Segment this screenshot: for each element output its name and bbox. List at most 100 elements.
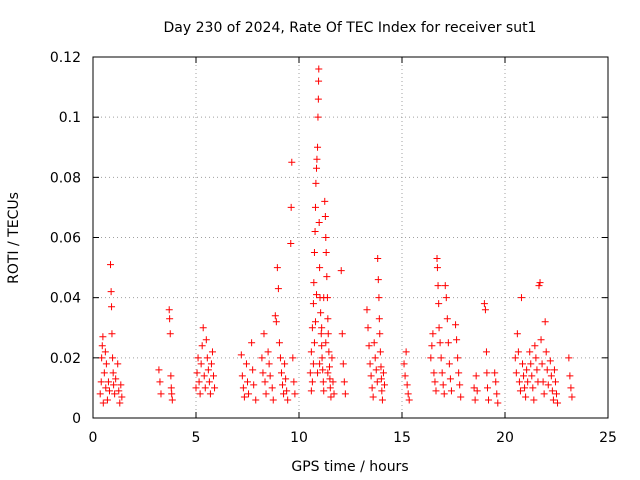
data-point <box>435 324 443 332</box>
data-point <box>523 366 531 374</box>
data-point <box>324 369 332 377</box>
y-axis-title: ROTI / TECUs <box>6 192 22 284</box>
data-point <box>315 218 323 226</box>
data-point <box>430 369 438 377</box>
data-point <box>321 197 329 205</box>
data-point <box>537 336 545 344</box>
data-point <box>261 378 269 386</box>
data-point <box>311 227 319 235</box>
data-point <box>315 77 323 85</box>
data-point <box>211 384 219 392</box>
data-point <box>432 387 440 395</box>
data-point <box>375 294 383 302</box>
data-point <box>313 155 321 163</box>
data-point <box>491 369 499 377</box>
data-point <box>276 354 284 362</box>
data-point <box>325 348 333 356</box>
data-point <box>322 234 330 241</box>
data-point <box>166 315 174 323</box>
data-point <box>470 384 478 392</box>
data-point <box>533 366 541 374</box>
data-point <box>329 378 337 386</box>
data-point <box>252 396 260 404</box>
data-point <box>260 330 268 338</box>
data-point <box>314 143 322 151</box>
data-point <box>316 360 324 368</box>
y-tick-label: 0.08 <box>50 170 81 186</box>
x-axis-ticks: 0 5 10 15 20 25 <box>89 57 617 446</box>
data-point <box>107 261 115 269</box>
data-point <box>98 354 106 362</box>
data-point <box>435 300 443 308</box>
data-point <box>521 384 529 392</box>
data-point <box>315 65 323 73</box>
data-point <box>166 330 174 338</box>
data-point <box>550 366 558 374</box>
data-point <box>551 378 559 386</box>
data-point <box>307 348 315 356</box>
data-point <box>378 396 386 404</box>
data-point <box>428 342 436 350</box>
data-point <box>483 384 491 392</box>
data-point <box>310 279 318 287</box>
data-point <box>156 378 164 386</box>
data-point <box>313 291 321 299</box>
data-point <box>198 342 206 350</box>
data-point <box>402 348 410 356</box>
data-point <box>317 330 325 338</box>
data-point <box>366 360 374 368</box>
data-point <box>250 381 258 389</box>
data-point <box>259 369 267 377</box>
data-point <box>208 348 216 356</box>
data-point <box>277 369 285 377</box>
data-point <box>377 375 385 383</box>
data-point <box>102 384 110 392</box>
data-point <box>327 393 335 401</box>
data-point <box>318 354 326 362</box>
data-point <box>567 384 575 392</box>
data-point <box>447 387 455 395</box>
data-point <box>108 330 116 338</box>
data-point <box>378 387 386 395</box>
data-point <box>237 351 245 359</box>
data-point <box>515 378 523 386</box>
data-point <box>436 339 444 347</box>
data-point <box>340 378 348 386</box>
data-point <box>279 381 287 389</box>
data-point <box>319 366 327 374</box>
data-point <box>287 203 295 211</box>
data-point <box>287 240 295 248</box>
data-point <box>541 318 549 326</box>
data-point <box>546 357 554 365</box>
data-point <box>108 303 116 311</box>
data-point <box>101 348 109 356</box>
data-point <box>338 330 346 338</box>
data-point <box>197 360 205 368</box>
data-point <box>377 363 385 371</box>
data-point <box>330 390 338 398</box>
data-point <box>456 381 464 389</box>
data-point <box>433 255 441 263</box>
data-point <box>548 387 556 395</box>
data-point <box>322 339 330 347</box>
data-point <box>310 249 318 257</box>
data-point <box>325 363 333 371</box>
x-tick-label: 20 <box>496 430 514 446</box>
data-point <box>538 360 546 368</box>
data-point <box>258 354 266 362</box>
data-point <box>274 285 282 293</box>
data-point <box>245 390 253 398</box>
data-point <box>438 369 446 377</box>
data-point <box>443 315 451 323</box>
data-point <box>314 95 322 103</box>
data-point <box>442 294 450 302</box>
data-point <box>517 294 525 302</box>
data-point <box>210 372 218 380</box>
data-point <box>102 360 110 368</box>
data-point <box>531 342 539 350</box>
data-point <box>314 113 322 121</box>
data-point <box>311 203 319 211</box>
data-point <box>201 384 209 392</box>
data-point <box>480 300 488 308</box>
